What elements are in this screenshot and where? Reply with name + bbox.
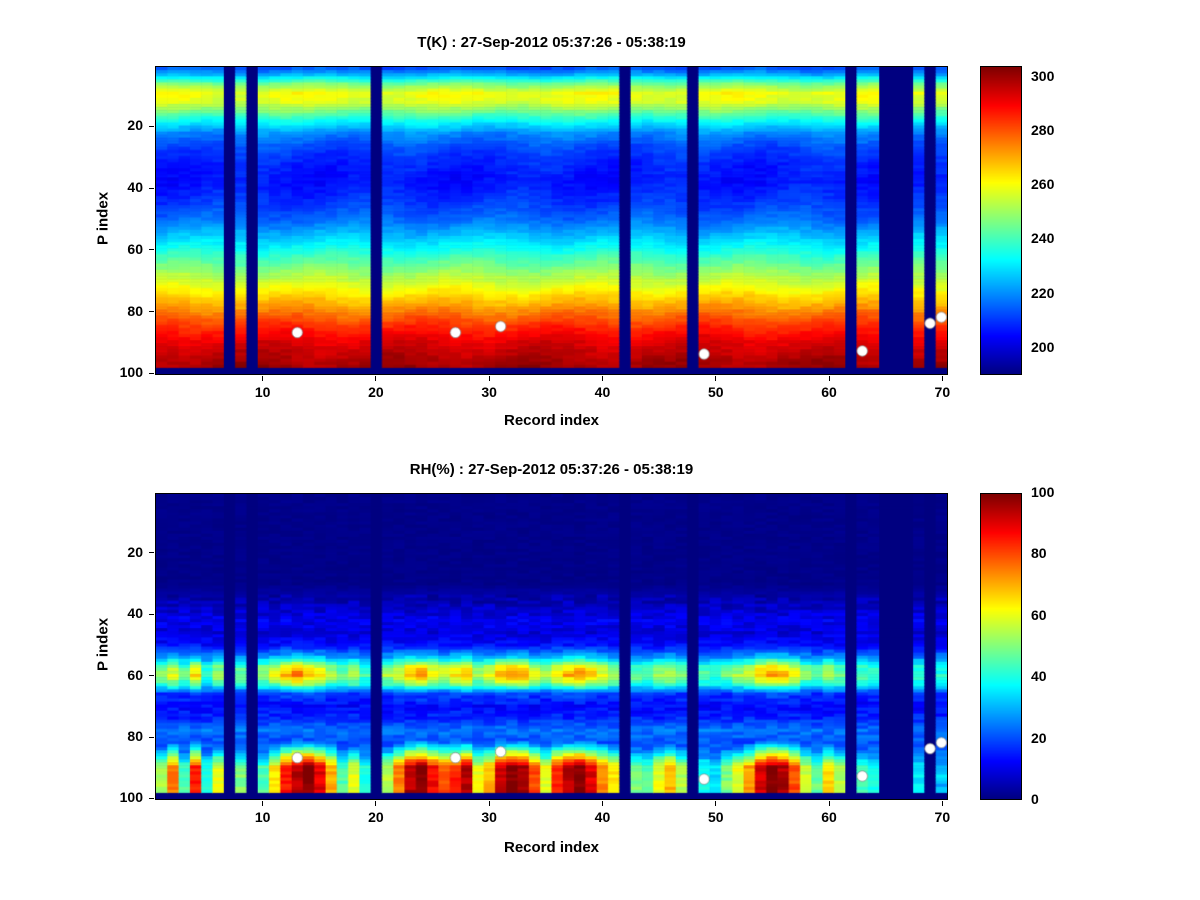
y-tick-label: 20 [127,117,143,134]
x-tick-label: 20 [368,809,384,825]
y-tick-label: 40 [127,179,143,196]
y-axis-label: P index [94,191,112,246]
y-tick [149,125,154,127]
colorbar-tick-label: 260 [1031,176,1055,193]
temperature-colorbar [980,66,1022,375]
x-tick [375,801,377,806]
temperature-heatmap [155,66,948,375]
x-tick-label: 70 [934,809,951,825]
x-tick-label: 40 [594,809,611,825]
x-tick-label: 40 [594,384,611,400]
x-tick [601,376,603,381]
x-tick-label: 50 [707,384,724,400]
y-tick [149,797,154,799]
y-tick-label: 80 [127,728,143,745]
humidity-colorbar-canvas [981,494,1021,799]
y-tick-label: 100 [119,364,143,381]
chart-title: T(K) : 27-Sep-2012 05:37:26 - 05:38:19 [417,34,686,51]
colorbar-tick-label: 280 [1031,122,1055,139]
y-tick [149,552,154,554]
x-tick-label: 30 [481,809,497,825]
x-tick [941,376,943,381]
y-tick-label: 20 [127,543,143,560]
colorbar-tick-label: 40 [1031,668,1047,685]
x-tick [488,376,490,381]
colorbar-tick-label: 60 [1031,606,1047,623]
y-tick-label: 40 [127,605,143,622]
x-tick [941,801,943,806]
x-tick [828,801,830,806]
colorbar-tick-label: 20 [1031,729,1047,746]
x-axis-label: Record index [503,412,600,429]
x-axis-label: Record index [503,839,600,856]
temperature-colorbar-canvas [981,67,1021,374]
x-tick-label: 60 [821,809,837,825]
x-tick [262,376,264,381]
x-tick-label: 30 [481,384,497,400]
x-tick-label: 70 [934,384,951,400]
chart-title: RH(%) : 27-Sep-2012 05:37:26 - 05:38:19 [409,461,694,478]
x-tick [488,801,490,806]
colorbar-tick-label: 80 [1031,545,1047,562]
y-tick-label: 60 [127,666,143,683]
y-tick [149,613,154,615]
y-tick-label: 80 [127,302,143,319]
colorbar-tick-label: 200 [1031,338,1055,355]
x-tick [375,376,377,381]
x-tick [262,801,264,806]
x-tick [715,801,717,806]
humidity-heatmap [155,493,948,800]
humidity-colorbar [980,493,1022,800]
y-tick [149,675,154,677]
colorbar-tick-label: 220 [1031,284,1055,301]
x-tick-label: 20 [368,384,384,400]
colorbar-tick-label: 0 [1031,791,1039,807]
y-tick-label: 60 [127,240,143,257]
y-tick [149,311,154,313]
x-tick-label: 10 [254,809,271,825]
y-tick [149,372,154,374]
y-tick [149,249,154,251]
humidity-heatmap-canvas [156,494,947,799]
x-tick-label: 10 [254,384,271,400]
colorbar-tick-label: 240 [1031,230,1055,247]
x-tick-label: 50 [707,809,724,825]
y-tick-label: 100 [119,789,143,806]
colorbar-tick-label: 300 [1031,67,1055,84]
x-tick-label: 60 [821,384,837,400]
colorbar-tick-label: 100 [1031,484,1055,500]
x-tick [715,376,717,381]
temperature-heatmap-canvas [156,67,947,374]
y-axis-label: P index [94,617,112,672]
x-tick [828,376,830,381]
y-tick [149,736,154,738]
y-tick [149,187,154,189]
x-tick [601,801,603,806]
